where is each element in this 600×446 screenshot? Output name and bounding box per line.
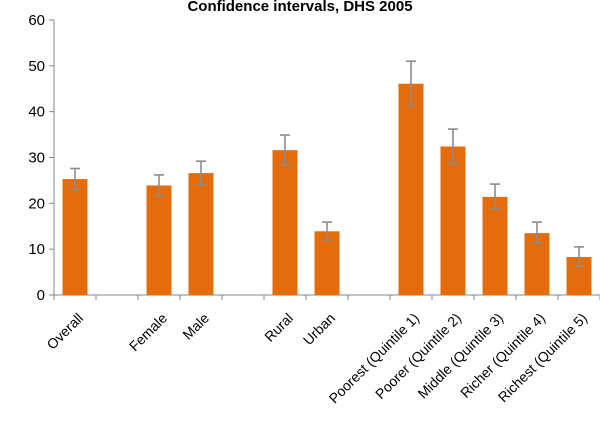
bars-group [62, 83, 592, 295]
bar [482, 196, 508, 295]
x-tick-label: Male [179, 310, 212, 343]
x-tick-label: Rural [261, 310, 296, 345]
y-tick-label: 30 [28, 150, 45, 167]
chart-title: Confidence intervals, DHS 2005 [187, 0, 412, 15]
y-tick-label: 60 [28, 12, 45, 29]
error-bar [280, 134, 290, 167]
error-bar [322, 221, 332, 241]
error-bar [448, 128, 458, 165]
x-axis [53, 294, 600, 300]
x-tick-label: Overall [43, 310, 86, 353]
error-bar [574, 246, 584, 267]
y-tick-label: 50 [28, 58, 45, 75]
y-tick-label: 20 [28, 195, 45, 212]
error-bar [406, 60, 416, 107]
bar [62, 179, 88, 295]
y-tick-label: 10 [28, 241, 45, 258]
y-axis: 0 10 20 30 40 50 60 [28, 12, 55, 304]
bar [272, 150, 298, 295]
bar [398, 83, 424, 295]
error-bar [196, 160, 206, 186]
error-bars-group [70, 60, 584, 267]
error-bar [532, 221, 542, 245]
y-tick-label: 0 [37, 287, 45, 304]
bar [188, 173, 214, 295]
x-tick-label: Urban [300, 310, 338, 348]
bar [440, 146, 466, 295]
bar [146, 185, 172, 295]
y-tick-label: 40 [28, 104, 45, 121]
bar [314, 231, 340, 295]
error-bar [70, 167, 80, 191]
error-bar [154, 174, 164, 197]
error-bar [490, 183, 500, 210]
x-tick-label: Female [126, 310, 170, 354]
